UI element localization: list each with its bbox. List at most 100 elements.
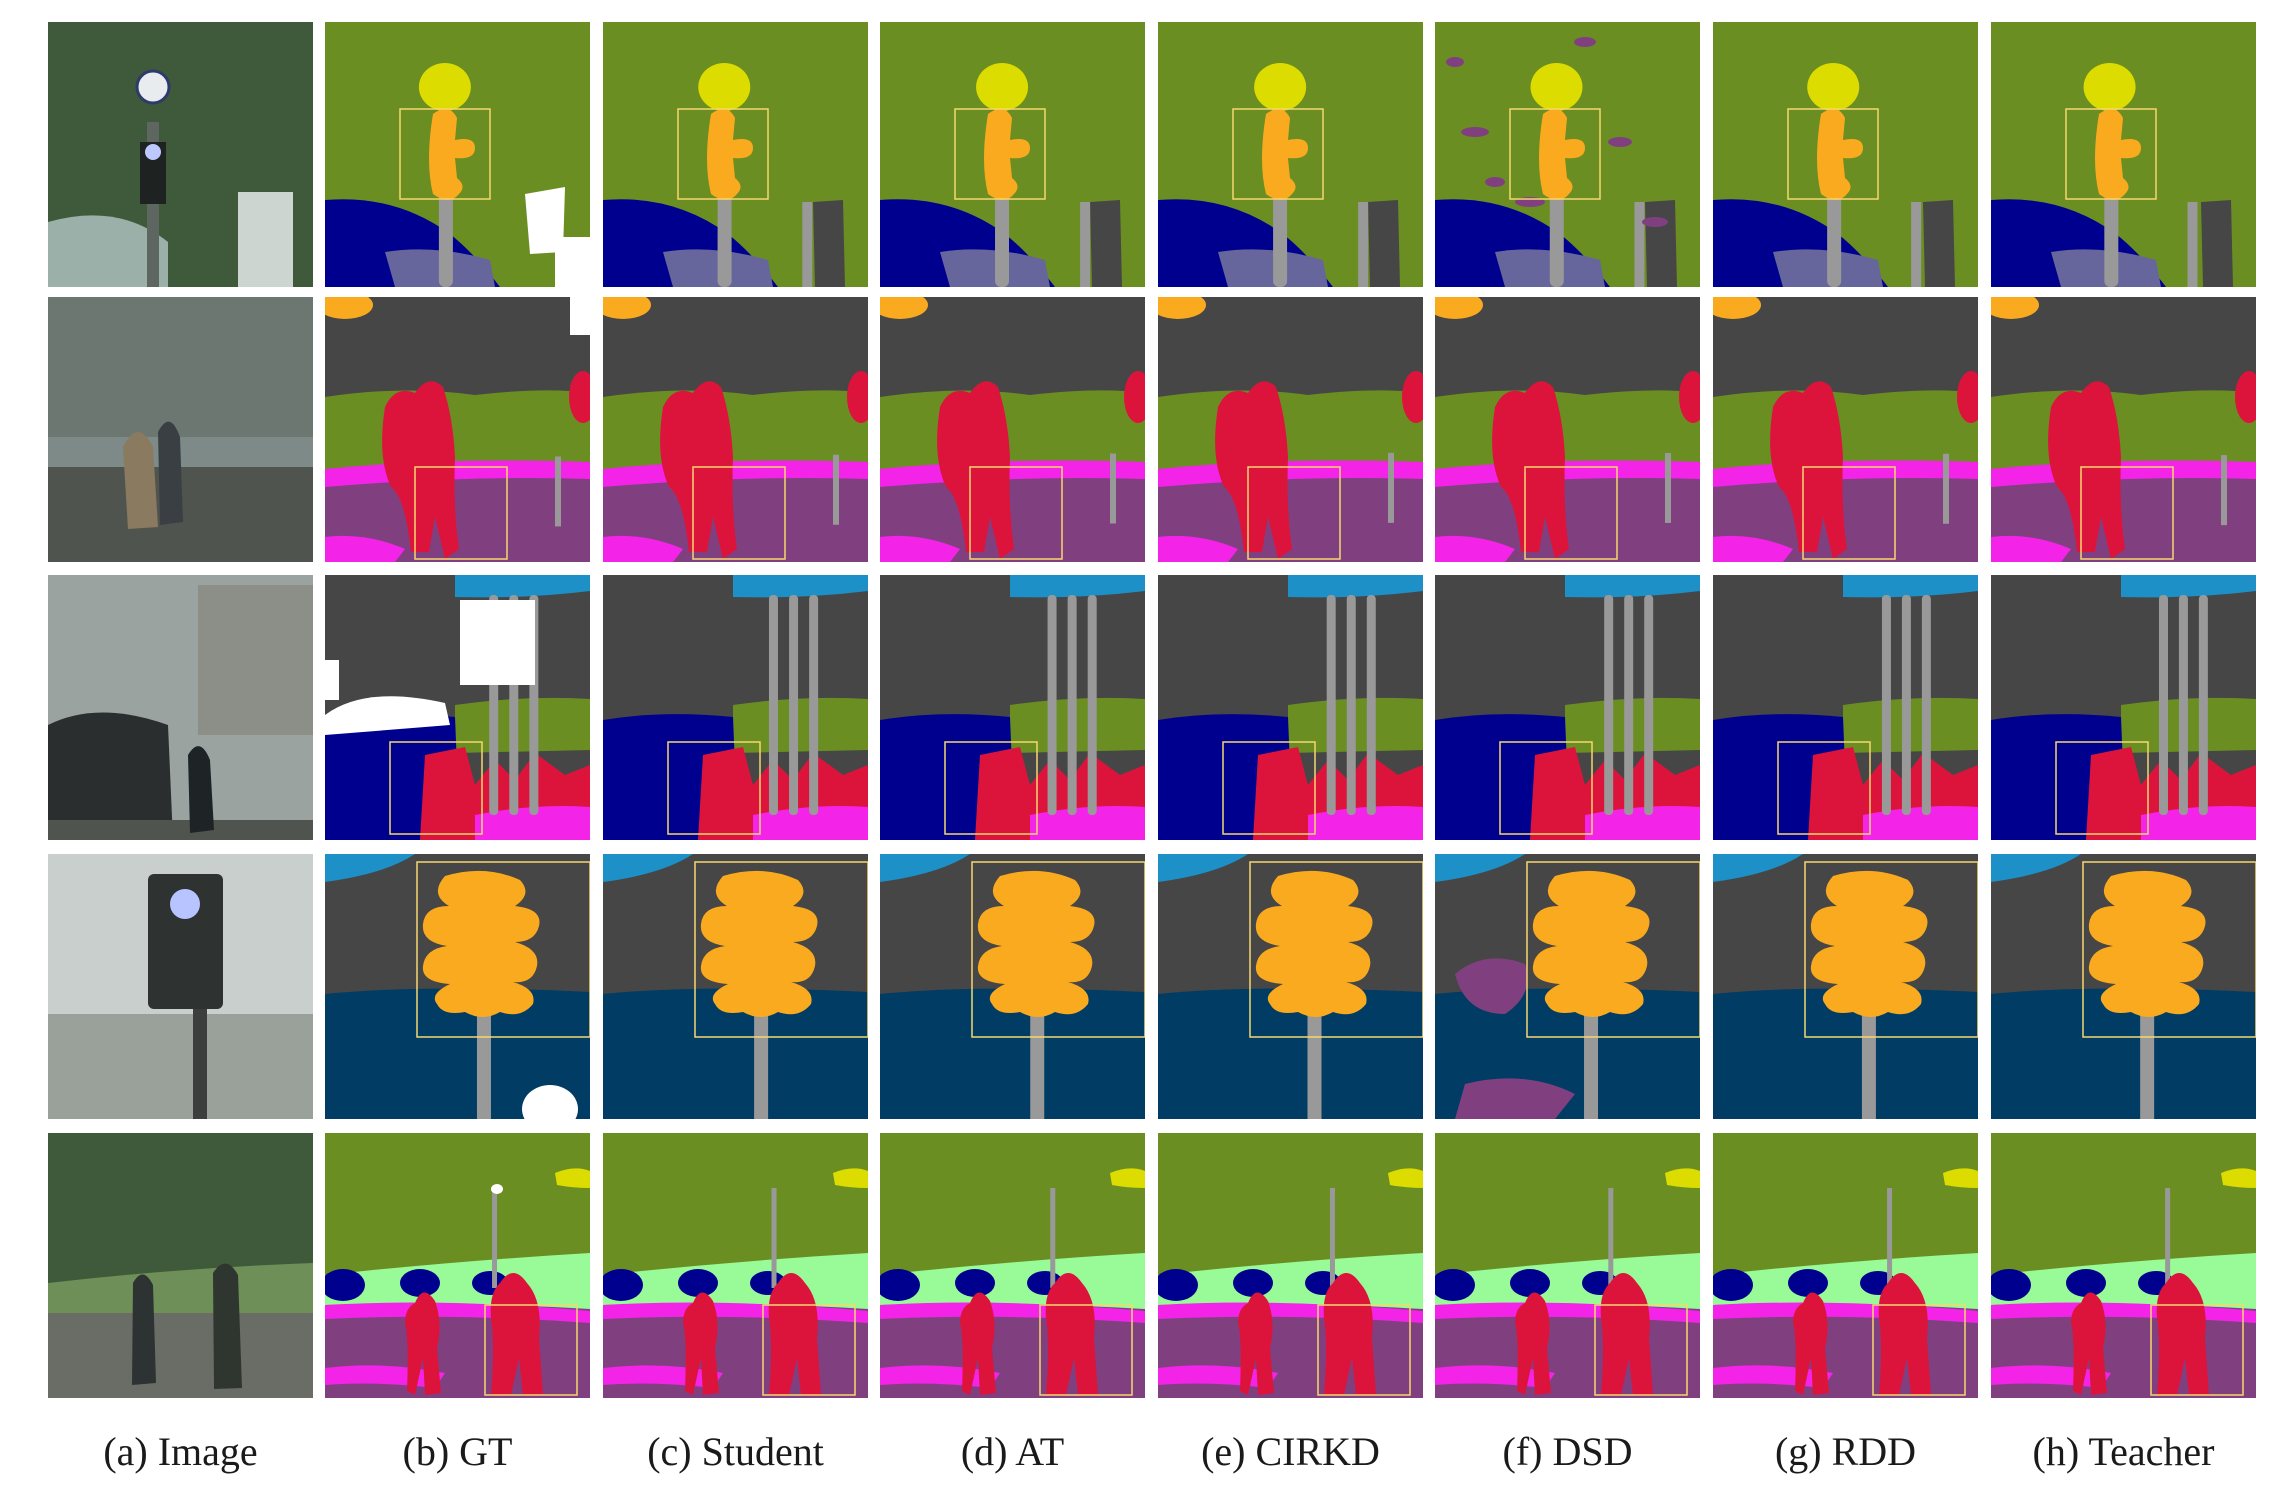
traffic-light-region xyxy=(707,108,753,200)
road-noise-region xyxy=(1642,217,1668,227)
sidewalk-region xyxy=(1308,806,1423,840)
car-region xyxy=(1510,1269,1550,1297)
bus-region xyxy=(603,988,868,1119)
road-region xyxy=(1713,467,1978,562)
tile-pedestrians-road-col-5 xyxy=(1435,1133,1700,1398)
person-region xyxy=(2235,371,2256,423)
photo-building xyxy=(238,192,293,287)
highlight-box xyxy=(1247,466,1341,560)
person-region xyxy=(960,1292,996,1395)
photo-street xyxy=(48,1313,313,1398)
highlight-box xyxy=(1222,741,1316,835)
highlight-box xyxy=(1594,1304,1688,1396)
road-region xyxy=(880,467,1145,562)
column-caption: (c) Student xyxy=(647,1429,824,1474)
person-region xyxy=(1793,1292,1829,1395)
photo-light-lamp xyxy=(145,144,161,160)
tile-traffic-light-closeup-col-4 xyxy=(1158,854,1423,1119)
column-caption: (d) AT xyxy=(960,1429,1065,1474)
highlight-box xyxy=(1249,861,1423,1038)
car-region xyxy=(1991,1269,2031,1301)
building-region xyxy=(1368,200,1400,287)
tile-traffic-light-pole-col-2 xyxy=(603,22,868,287)
car-region xyxy=(1713,1269,1753,1301)
tile-pedestrians-car-col-1 xyxy=(325,575,590,840)
highlight-box xyxy=(2080,466,2174,560)
pole-region xyxy=(2178,595,2188,815)
traffic-light-region xyxy=(1158,297,1206,319)
highlight-box xyxy=(971,861,1145,1038)
tile-traffic-light-pole-col-7 xyxy=(1991,22,2256,287)
building-region xyxy=(2201,200,2233,287)
road-noise-region xyxy=(1485,177,1505,187)
sky-region xyxy=(733,575,868,598)
tile-pedestrians-crossing-col-2 xyxy=(603,297,868,562)
highlight-box xyxy=(1509,108,1601,200)
car-region xyxy=(1158,1269,1198,1301)
void-region xyxy=(555,237,590,287)
highlight-box xyxy=(1526,861,1700,1038)
pole-region xyxy=(2187,202,2198,287)
car-region xyxy=(2066,1269,2106,1297)
highlight-box xyxy=(1787,108,1879,200)
vegetation-region xyxy=(733,697,868,753)
pole-region xyxy=(1644,595,1654,815)
photo-pole xyxy=(193,1004,207,1119)
column-caption: (e) CIRKD xyxy=(1201,1429,1380,1474)
sidewalk-region xyxy=(1713,535,1793,562)
person-region xyxy=(1515,1292,1551,1395)
pole-region xyxy=(1604,595,1614,815)
sidewalk-region xyxy=(880,535,960,562)
traffic-light-region xyxy=(1255,870,1373,1017)
sidewalk-region xyxy=(475,806,590,840)
building-region xyxy=(1090,200,1122,287)
person-region xyxy=(1215,381,1292,559)
pole-region xyxy=(1050,1188,1056,1288)
tile-pedestrians-road-col-4 xyxy=(1158,1133,1423,1398)
tile-pedestrians-road-col-6 xyxy=(1713,1133,1978,1398)
car-region xyxy=(880,1269,920,1301)
tile-pedestrians-crossing-col-6 xyxy=(1713,297,1978,562)
highlight-box xyxy=(1232,108,1324,200)
tile-traffic-light-pole-col-4 xyxy=(1158,22,1423,287)
tile-traffic-light-closeup-col-3 xyxy=(880,854,1145,1119)
tile-pedestrians-road-col-2 xyxy=(603,1133,868,1398)
traffic-light-region xyxy=(984,108,1030,200)
sky-region xyxy=(1565,575,1700,598)
void-region xyxy=(325,696,450,735)
person-region xyxy=(1600,1273,1653,1395)
person-region xyxy=(2048,381,2125,559)
sky-region xyxy=(455,575,590,598)
pole-region xyxy=(1901,595,1911,815)
highlight-box xyxy=(1802,466,1896,560)
traffic-light-region xyxy=(1435,297,1483,319)
pole-region xyxy=(1080,202,1091,287)
pole-region xyxy=(833,454,839,525)
person-region xyxy=(1238,1292,1274,1395)
tile-traffic-light-pole-col-1 xyxy=(325,22,590,287)
tile-pedestrians-crossing-col-0 xyxy=(48,297,313,562)
road-region xyxy=(1158,467,1423,562)
person-region xyxy=(2071,1292,2107,1395)
tile-pedestrians-road-col-1 xyxy=(325,1133,590,1398)
highlight-box xyxy=(969,466,1063,560)
pole-region xyxy=(1911,202,1922,287)
tile-traffic-light-closeup-col-0 xyxy=(48,854,313,1119)
person-region xyxy=(1323,1273,1376,1395)
sidewalk-region xyxy=(1030,806,1145,840)
highlight-box xyxy=(954,108,1046,200)
person-region xyxy=(937,381,1014,559)
column-caption: (b) GT xyxy=(402,1429,513,1474)
road-region xyxy=(603,467,868,562)
traffic-light-region xyxy=(2095,108,2141,200)
person-region xyxy=(1045,1273,1098,1395)
photo-traffic-light xyxy=(148,874,223,1009)
traffic-light-region xyxy=(1991,297,2039,319)
tile-pedestrians-car-col-4 xyxy=(1158,575,1423,840)
pole-region xyxy=(1921,595,1931,815)
pole-region xyxy=(789,595,799,815)
pole-region xyxy=(1943,453,1949,524)
traffic-light-region xyxy=(1539,108,1585,200)
person-region xyxy=(660,381,737,559)
